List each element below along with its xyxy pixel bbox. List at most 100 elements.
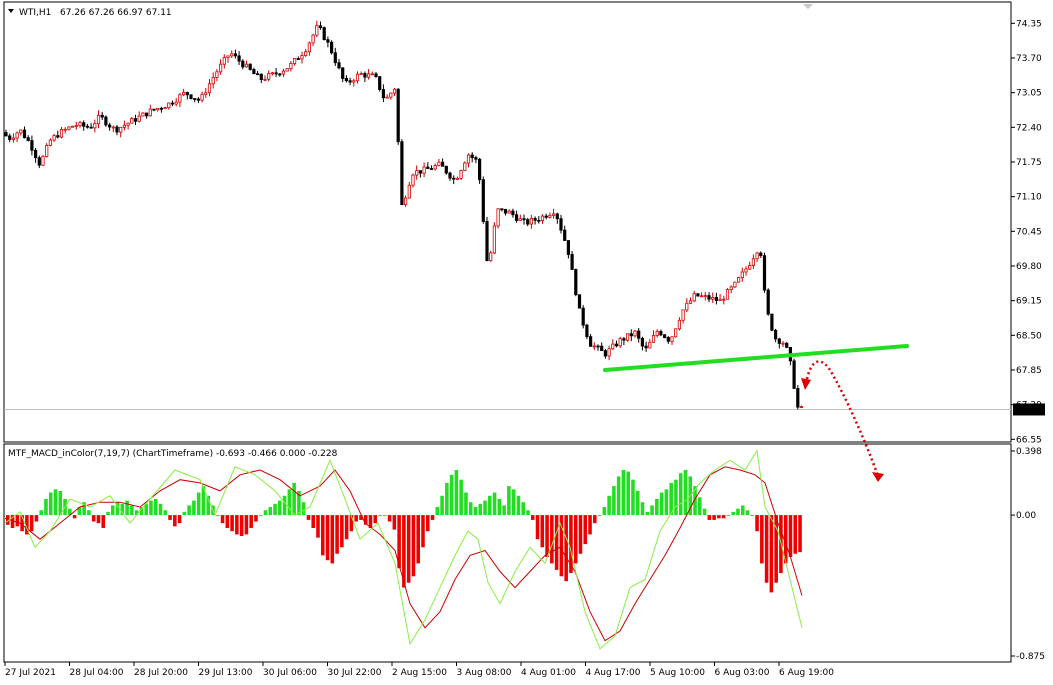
- candle-body: [137, 115, 141, 122]
- candle-body: [15, 132, 19, 139]
- candle-body: [433, 165, 437, 170]
- candle-body: [737, 277, 741, 283]
- histogram-bar: [301, 502, 306, 516]
- candle-body: [751, 258, 756, 266]
- candle-body: [341, 67, 345, 79]
- candle-body: [230, 53, 234, 57]
- candle-body: [278, 73, 282, 76]
- candle-body: [481, 179, 485, 222]
- candle-body: [729, 286, 733, 290]
- histogram-bar: [168, 515, 172, 520]
- candle-body: [533, 218, 537, 221]
- histogram-bar: [10, 515, 15, 528]
- histogram-bar: [511, 489, 516, 516]
- candle-body: [559, 218, 563, 231]
- time-tick-label: 30 Jul 22:00: [328, 668, 382, 678]
- histogram-bar: [635, 490, 640, 516]
- candle-body: [67, 126, 71, 130]
- candle-body: [474, 157, 478, 160]
- support-trendline[interactable]: [603, 344, 909, 372]
- histogram-bar: [650, 505, 654, 516]
- symbol-label: WTI,H1: [19, 8, 51, 18]
- candle-body: [259, 73, 263, 80]
- dropdown-triangle-icon[interactable]: [8, 9, 14, 13]
- histogram-bar: [29, 515, 34, 532]
- histogram-bar: [368, 515, 373, 528]
- histogram-bar: [268, 507, 273, 516]
- histogram-bar: [383, 515, 387, 517]
- histogram-bar: [540, 515, 545, 548]
- histogram-bar: [535, 515, 540, 540]
- histogram-bar: [125, 500, 129, 516]
- histogram-bar: [39, 510, 43, 516]
- candle-body: [651, 335, 656, 343]
- histogram-bar: [698, 497, 702, 516]
- histogram-bar: [674, 479, 678, 516]
- candle-body: [707, 295, 711, 300]
- histogram-bar: [354, 515, 358, 522]
- price-panel-frame: [3, 1, 1012, 443]
- candle-body: [85, 125, 89, 128]
- candle-body: [618, 338, 622, 347]
- histogram-bar: [244, 515, 249, 535]
- price-tick-label: 68.50: [1016, 331, 1042, 341]
- candle-body: [56, 135, 60, 138]
- candle-body: [770, 313, 774, 331]
- candle-body: [78, 122, 82, 126]
- histogram-bar: [87, 510, 91, 516]
- price-tick-label: 69.80: [1016, 262, 1042, 272]
- candle-body: [629, 333, 633, 337]
- candle-body: [611, 343, 615, 350]
- histogram-bar: [68, 508, 72, 516]
- candle-body: [41, 155, 45, 166]
- candle-body: [326, 39, 330, 43]
- scroll-shift-marker-icon[interactable]: [803, 4, 813, 9]
- candle-body: [470, 154, 474, 159]
- price-tick-label: 69.15: [1016, 297, 1042, 307]
- histogram-bar: [492, 492, 497, 516]
- time-tick-label: 30 Jul 06:00: [263, 668, 317, 678]
- price-tick-label: 66.55: [1016, 435, 1042, 445]
- candle-body: [189, 94, 193, 99]
- candle-body: [96, 114, 101, 125]
- candle-body: [274, 72, 278, 75]
- price-tick-label: 70.45: [1016, 227, 1042, 237]
- candle-body: [529, 218, 534, 225]
- candle-body: [385, 96, 389, 99]
- histogram-bar: [554, 515, 559, 570]
- candle-body: [374, 73, 378, 77]
- histogram-bar: [612, 486, 616, 516]
- candle-body: [692, 293, 696, 302]
- histogram-bar: [564, 515, 568, 582]
- price-tick-label: 73.70: [1016, 54, 1042, 64]
- histogram-bar: [521, 502, 525, 516]
- candle-body: [466, 154, 471, 164]
- candle-body: [429, 168, 434, 170]
- histogram-bar: [459, 479, 463, 516]
- histogram-bar: [130, 505, 134, 516]
- time-axis: 27 Jul 2021 28 Jul 04:00 28 Jul 20:00 29 Ju…: [4, 662, 834, 678]
- histogram-bar: [91, 515, 96, 522]
- histogram-bar: [769, 515, 774, 593]
- annotation-arrow[interactable]: [804, 360, 880, 477]
- histogram-bar: [406, 515, 411, 583]
- annotation-arrowhead-end: [872, 472, 884, 482]
- candle-body: [666, 337, 670, 342]
- candle-body: [363, 73, 367, 78]
- histogram-bar: [387, 515, 392, 522]
- candle-body: [459, 170, 463, 179]
- histogram-bar: [196, 492, 201, 516]
- candle-body: [496, 208, 500, 227]
- histogram-bar: [655, 498, 659, 516]
- candle-body: [607, 348, 611, 357]
- histogram-bar: [192, 500, 196, 516]
- candle-body: [163, 107, 167, 110]
- candle-body: [359, 73, 363, 75]
- candle-body: [255, 73, 260, 76]
- candle-body: [45, 145, 49, 157]
- histogram-bar: [755, 515, 759, 532]
- candle-body: [252, 69, 256, 75]
- indicator-axis: 0.398 0.00 -0.875: [1011, 447, 1045, 662]
